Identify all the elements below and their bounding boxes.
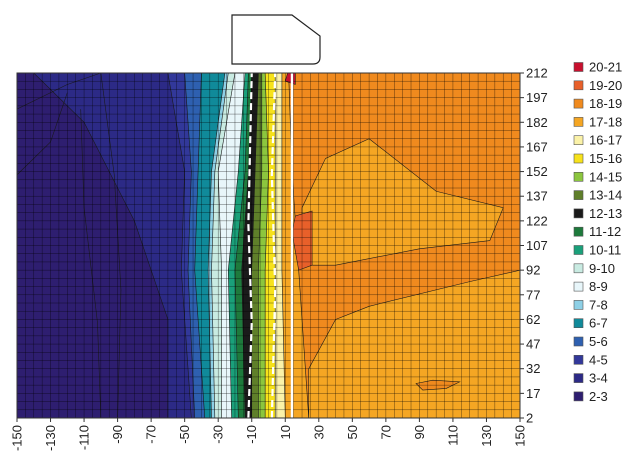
legend-swatch <box>573 190 584 200</box>
legend-label: 11-12 <box>589 224 621 239</box>
legend-label: 6-7 <box>589 316 608 331</box>
legend-label: 16-17 <box>589 133 622 148</box>
legend-label: 10-11 <box>589 243 621 258</box>
legend-label: 20-21 <box>589 60 622 75</box>
legend-label: 17-18 <box>589 114 622 129</box>
legend-swatch <box>573 135 584 145</box>
legend-label: 7-8 <box>589 297 608 312</box>
legend-label: 18-19 <box>589 96 622 111</box>
y-tick-label: 77 <box>526 287 540 302</box>
y-tick-label: 32 <box>526 361 540 376</box>
legend-swatch <box>573 153 584 164</box>
x-tick-label: 50 <box>345 425 360 439</box>
y-tick-label: 92 <box>526 263 540 278</box>
legend-swatch <box>573 391 584 402</box>
legend-swatch <box>573 300 584 310</box>
inset-outline-icon <box>231 14 321 65</box>
x-tick-label: 70 <box>378 425 393 439</box>
x-tick-label: -30 <box>211 425 226 444</box>
legend-swatch <box>573 226 584 237</box>
y-tick-label: 122 <box>526 213 548 228</box>
x-tick-label: -110 <box>77 425 92 450</box>
legend-label: 13-14 <box>589 188 622 203</box>
x-tick-label: -50 <box>177 425 192 444</box>
legend-swatch <box>573 208 584 219</box>
legend-swatch <box>573 245 584 255</box>
y-tick-label: 47 <box>526 337 540 352</box>
legend-swatch <box>573 172 584 182</box>
legend-label: 15-16 <box>589 151 622 166</box>
x-tick-label: 130 <box>479 425 494 447</box>
x-tick-label: 110 <box>445 425 460 446</box>
y-tick-label: 167 <box>526 139 548 154</box>
legend-swatch <box>573 318 584 329</box>
y-tick-label: 182 <box>526 115 548 130</box>
contour-plot <box>16 72 521 419</box>
legend-label: 3-4 <box>589 371 608 386</box>
legend-swatch <box>573 336 584 347</box>
x-tick-label: 30 <box>311 425 326 439</box>
legend-label: 4-5 <box>589 352 608 367</box>
y-axis-ticks: 212 197 182 167 152 137 122 107 92 77 62 47 32 17 2 <box>520 66 548 426</box>
x-tick-label: -70 <box>144 425 159 444</box>
legend-label: 19-20 <box>589 78 622 93</box>
legend-label: 9-10 <box>589 261 615 276</box>
dashed-boundary <box>247 73 253 418</box>
legend-swatch <box>573 373 584 383</box>
y-tick-label: 212 <box>526 66 548 81</box>
legend-label: 2-3 <box>589 389 608 404</box>
x-tick-label: -90 <box>110 425 125 444</box>
x-tick-label: 10 <box>278 425 293 439</box>
x-tick-label: 150 <box>513 425 528 447</box>
legend-label: 12-13 <box>589 206 622 221</box>
x-tick-label: -130 <box>43 425 58 451</box>
contour-line <box>80 109 102 418</box>
legend-swatch <box>573 354 584 365</box>
legend-swatch <box>573 80 584 91</box>
x-tick-label: -150 <box>10 425 25 451</box>
legend-swatch <box>573 117 584 127</box>
y-tick-label: 62 <box>526 312 540 327</box>
x-tick-label: -10 <box>244 425 259 444</box>
y-tick-label: 2 <box>526 411 533 426</box>
legend: 20-21 19-20 18-19 17-18 16-17 15-16 14-15 13-14… <box>573 60 622 404</box>
y-tick-label: 17 <box>526 386 540 401</box>
legend-swatch <box>573 281 584 292</box>
y-tick-label: 137 <box>526 189 548 204</box>
y-tick-label: 197 <box>526 90 548 105</box>
y-tick-label: 152 <box>526 164 548 179</box>
legend-label: 8-9 <box>589 279 608 294</box>
legend-swatch <box>573 98 584 109</box>
legend-swatch <box>573 263 584 274</box>
grid-lines <box>17 73 520 418</box>
legend-label: 5-6 <box>589 334 608 349</box>
x-tick-label: 90 <box>412 425 427 439</box>
y-tick-label: 107 <box>526 238 548 253</box>
legend-label: 14-15 <box>589 169 622 184</box>
x-axis-ticks: -150 -130 -110 -90 -70 -50 -30 -10 10 30 50 70 90 110… <box>10 418 528 451</box>
legend-swatch <box>573 62 584 72</box>
